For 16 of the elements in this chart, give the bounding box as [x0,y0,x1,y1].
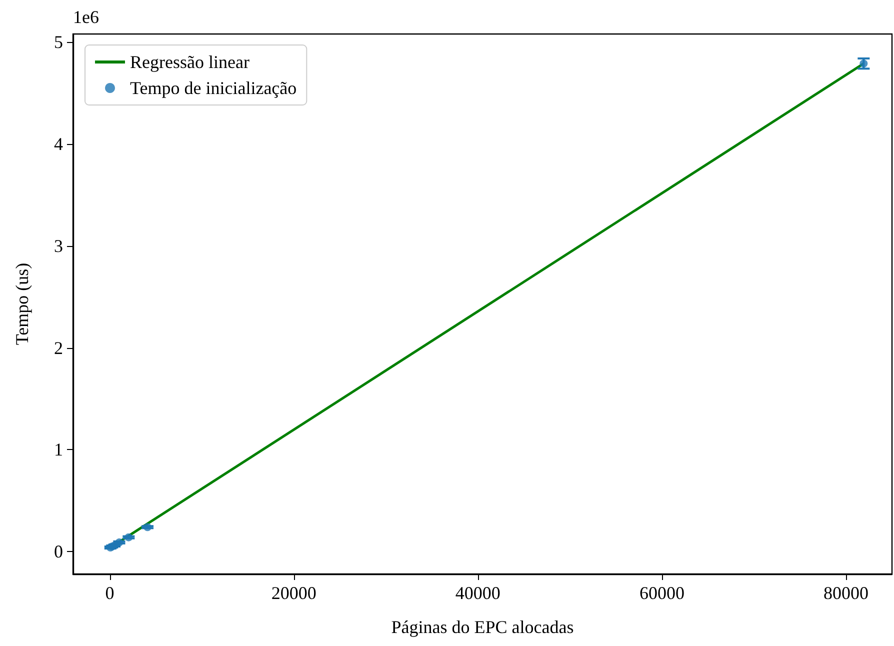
y-tick-label: 5 [54,32,63,52]
x-tick-label: 80000 [823,583,868,603]
y-tick-label: 2 [54,338,63,358]
x-tick-label: 0 [105,583,114,603]
y-tick-label: 0 [54,542,63,562]
y-axis-title: Tempo (us) [12,262,32,346]
legend-label: Tempo de inicialização [130,78,297,98]
x-axis-title: Páginas do EPC alocadas [391,617,574,637]
legend-label: Regressão linear [130,52,250,72]
y-tick-label: 3 [54,236,63,256]
text: 1e6 [73,7,99,27]
x-tick-label: 40000 [455,583,500,603]
y-tick-label: 1 [54,440,63,460]
x-tick-label: 20000 [271,583,316,603]
y-tick-label: 4 [54,134,63,154]
x-tick-label: 60000 [639,583,684,603]
